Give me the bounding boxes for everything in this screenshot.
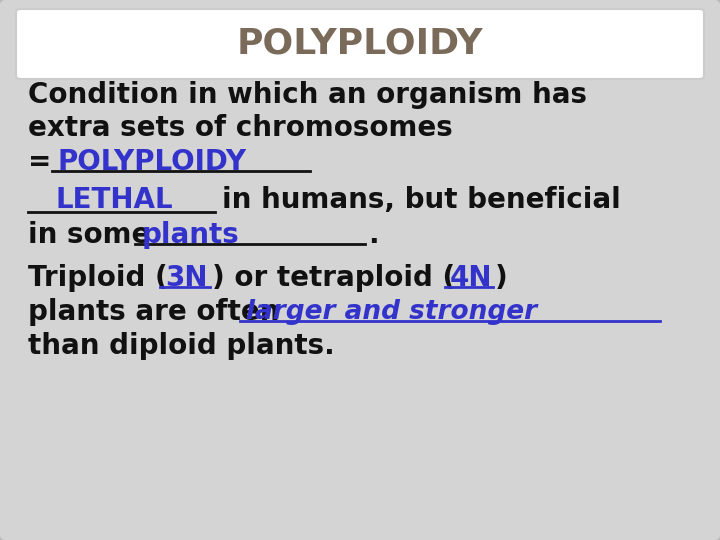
Text: in humans, but beneficial: in humans, but beneficial [222,186,621,214]
Text: POLYPLOIDY: POLYPLOIDY [58,148,247,176]
Text: .: . [368,221,379,249]
Text: plants: plants [142,221,240,249]
Text: Triploid (: Triploid ( [28,264,168,292]
Text: extra sets of chromosomes: extra sets of chromosomes [28,114,453,142]
Text: POLYPLOIDY: POLYPLOIDY [237,26,483,60]
Text: 4N: 4N [450,264,492,292]
Text: =: = [28,148,61,176]
Text: Condition in which an organism has: Condition in which an organism has [28,81,587,109]
Text: in some: in some [28,221,160,249]
Text: larger and stronger: larger and stronger [246,299,537,325]
Text: LETHAL: LETHAL [55,186,173,214]
Text: 3N: 3N [165,264,207,292]
Text: ) or tetraploid (: ) or tetraploid ( [212,264,455,292]
Text: ): ) [495,264,508,292]
Text: than diploid plants.: than diploid plants. [28,332,335,360]
FancyBboxPatch shape [16,9,704,79]
Text: plants are often: plants are often [28,298,289,326]
